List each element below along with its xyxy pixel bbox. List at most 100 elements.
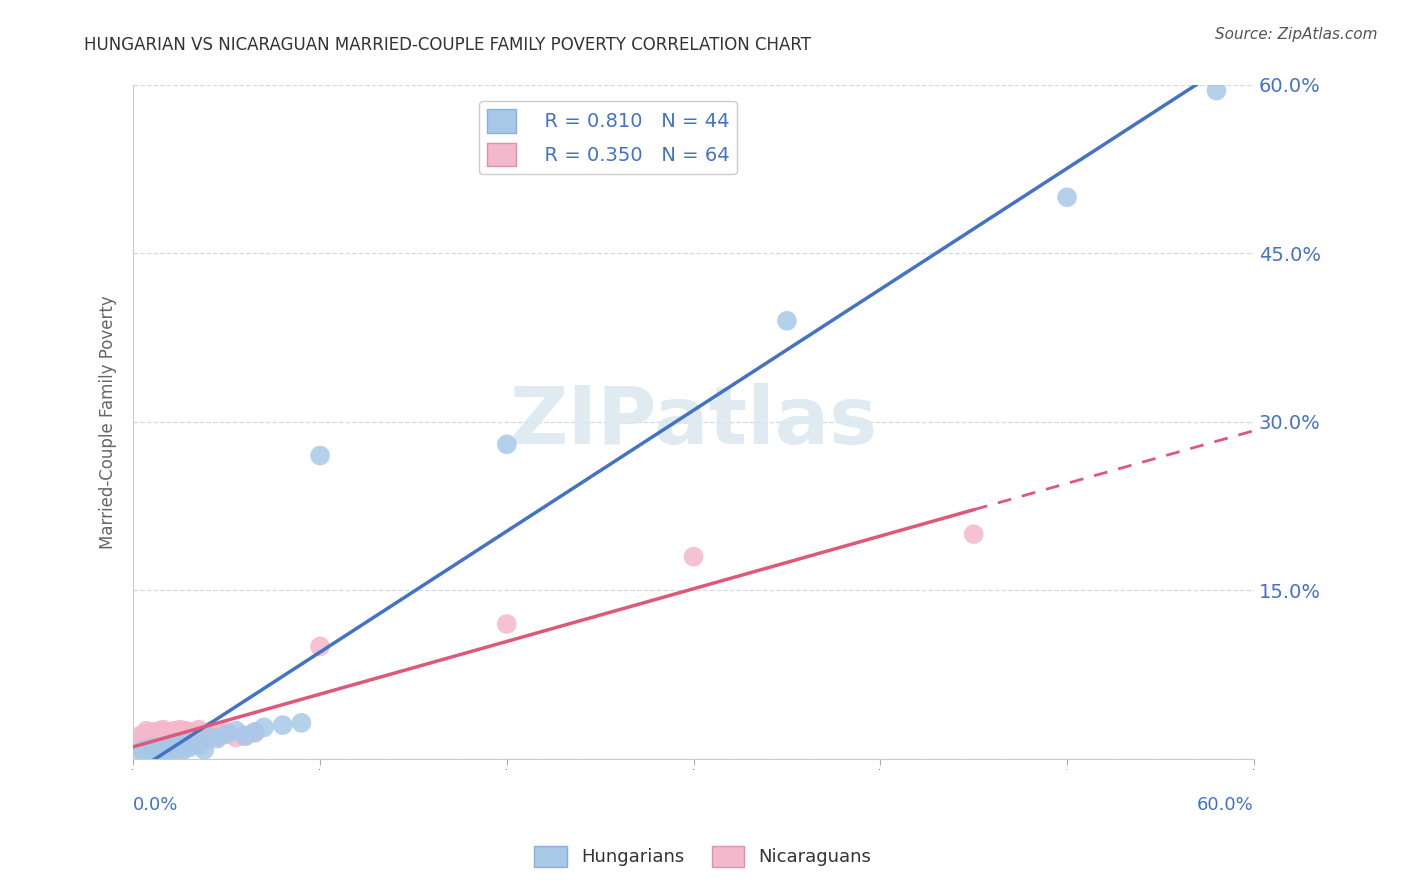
Point	[157, 732, 180, 747]
Point	[157, 748, 180, 763]
Point	[159, 729, 181, 743]
Point	[179, 724, 201, 739]
Text: HUNGARIAN VS NICARAGUAN MARRIED-COUPLE FAMILY POVERTY CORRELATION CHART: HUNGARIAN VS NICARAGUAN MARRIED-COUPLE F…	[84, 36, 811, 54]
Point	[152, 731, 174, 745]
Point	[156, 728, 179, 742]
Point	[309, 640, 332, 654]
Point	[141, 736, 163, 750]
Point	[159, 745, 181, 759]
Point	[156, 739, 179, 753]
Point	[167, 731, 190, 745]
Point	[159, 741, 181, 756]
Point	[963, 527, 986, 541]
Point	[243, 724, 266, 739]
Point	[150, 734, 173, 748]
Point	[135, 735, 157, 749]
Point	[207, 729, 229, 743]
Point	[201, 723, 224, 738]
Point	[159, 737, 181, 751]
Point	[682, 549, 704, 564]
Point	[197, 729, 219, 743]
Point	[142, 724, 165, 739]
Point	[131, 743, 153, 757]
Point	[190, 728, 212, 742]
Point	[187, 723, 209, 737]
Point	[179, 732, 201, 747]
Point	[156, 731, 179, 746]
Point	[495, 437, 517, 451]
Point	[134, 727, 156, 741]
Point	[141, 744, 163, 758]
Point	[153, 735, 176, 749]
Text: ZIPatlas: ZIPatlas	[509, 383, 877, 461]
Point	[163, 740, 186, 755]
Point	[253, 720, 276, 734]
Point	[169, 728, 191, 742]
Point	[271, 718, 294, 732]
Point	[141, 740, 163, 755]
Point	[193, 726, 215, 740]
Point	[169, 723, 191, 737]
Point	[153, 746, 176, 760]
Point	[146, 744, 169, 758]
Point	[150, 747, 173, 762]
Point	[150, 745, 173, 759]
Text: 60.0%: 60.0%	[1197, 796, 1254, 814]
Point	[152, 723, 174, 737]
Point	[150, 726, 173, 740]
Point	[139, 731, 162, 746]
Point	[131, 746, 153, 760]
Point	[181, 727, 204, 741]
Point	[131, 731, 153, 746]
Point	[136, 739, 159, 753]
Point	[136, 729, 159, 743]
Point	[146, 731, 169, 746]
Point	[170, 731, 193, 746]
Point	[145, 737, 167, 751]
Point	[139, 726, 162, 740]
Point	[145, 732, 167, 747]
Point	[170, 744, 193, 758]
Point	[152, 743, 174, 757]
Point	[141, 734, 163, 748]
Point	[235, 728, 257, 742]
Point	[776, 314, 799, 328]
Point	[165, 734, 187, 748]
Point	[212, 727, 235, 741]
Point	[128, 729, 150, 743]
Point	[173, 726, 195, 740]
Point	[150, 739, 173, 754]
Point	[153, 727, 176, 741]
Point	[179, 740, 201, 755]
Legend: Hungarians, Nicaraguans: Hungarians, Nicaraguans	[527, 838, 879, 874]
Legend:   R = 0.810   N = 44,   R = 0.350   N = 64: R = 0.810 N = 44, R = 0.350 N = 64	[479, 102, 737, 174]
Point	[141, 747, 163, 762]
Point	[169, 739, 191, 753]
Point	[187, 739, 209, 753]
Point	[290, 715, 312, 730]
Point	[243, 726, 266, 740]
Point	[309, 449, 332, 463]
Point	[145, 741, 167, 756]
Point	[163, 731, 186, 746]
Point	[197, 731, 219, 746]
Text: Source: ZipAtlas.com: Source: ZipAtlas.com	[1215, 27, 1378, 42]
Point	[167, 743, 190, 757]
Point	[225, 731, 247, 745]
Point	[157, 724, 180, 739]
Point	[495, 617, 517, 632]
Point	[165, 727, 187, 741]
Text: 0.0%: 0.0%	[134, 796, 179, 814]
Point	[207, 731, 229, 746]
Point	[148, 723, 170, 738]
Point	[1205, 84, 1227, 98]
Point	[193, 743, 215, 757]
Point	[150, 729, 173, 743]
Y-axis label: Married-Couple Family Poverty: Married-Couple Family Poverty	[100, 295, 117, 549]
Point	[156, 744, 179, 758]
Point	[163, 736, 186, 750]
Point	[181, 737, 204, 751]
Point	[142, 731, 165, 745]
Point	[136, 745, 159, 759]
Point	[225, 723, 247, 738]
